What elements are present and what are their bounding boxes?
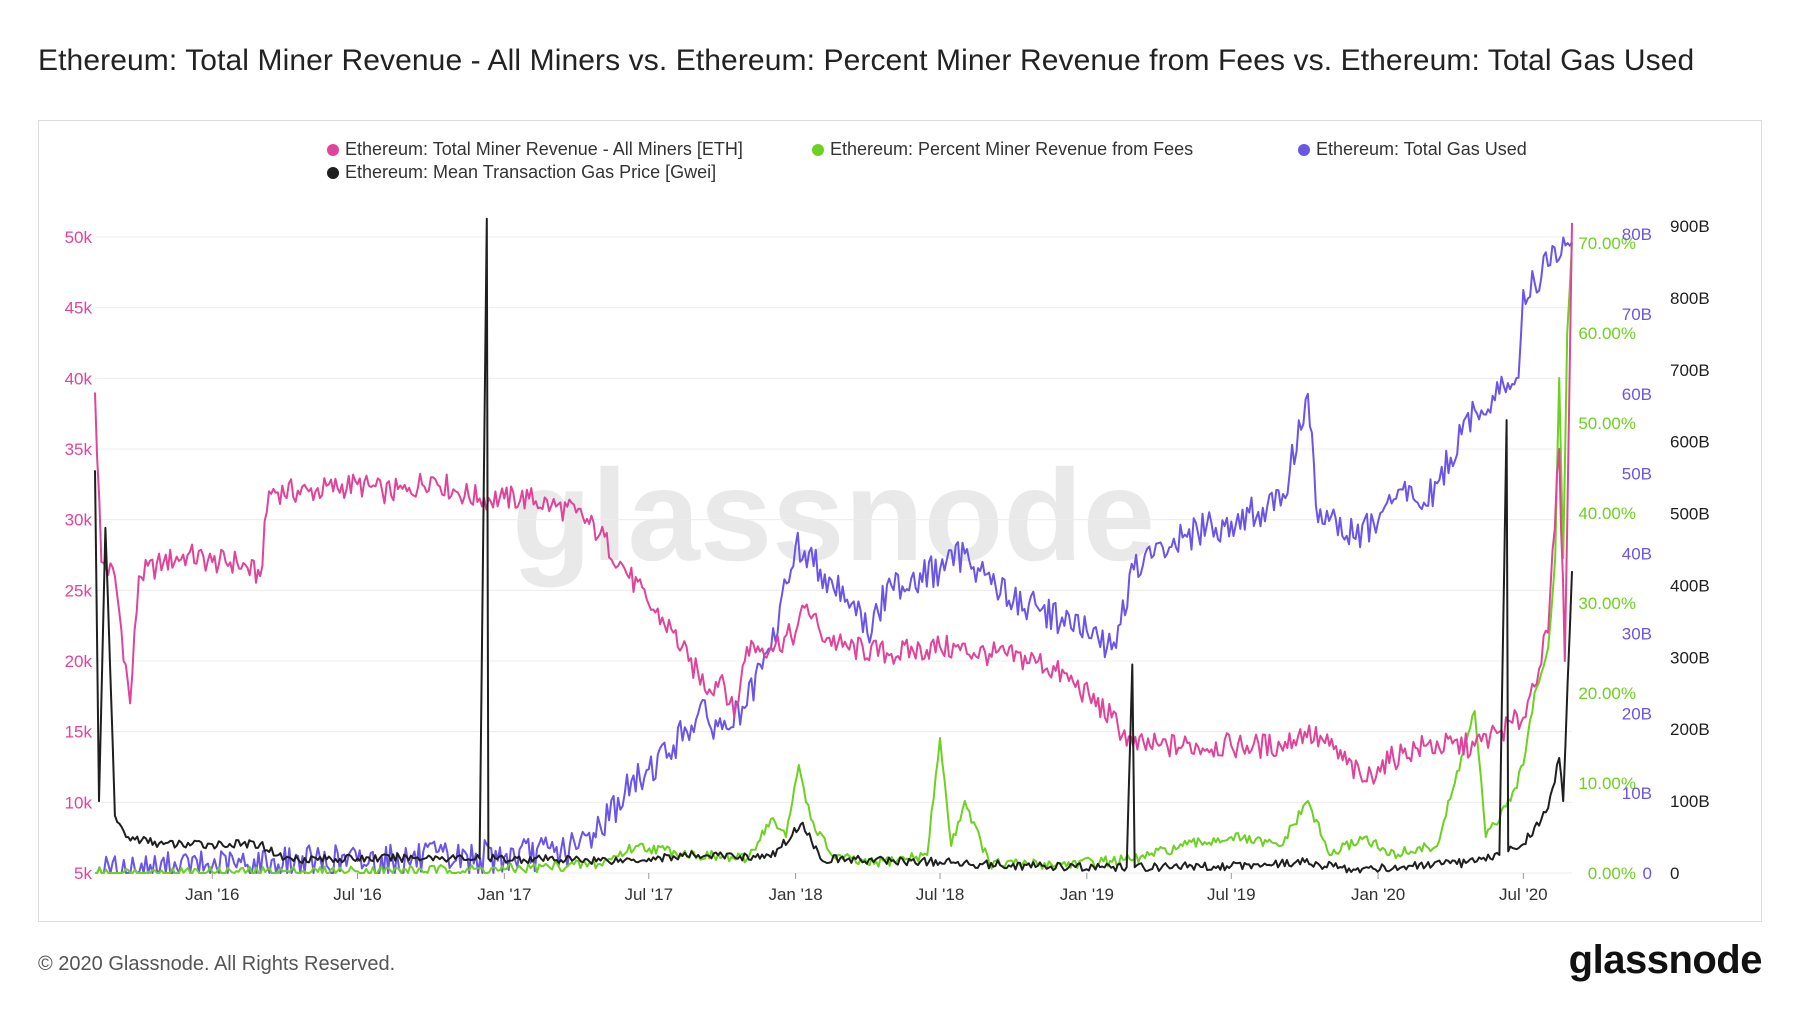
y-tick-label-revenue: 10k (65, 793, 93, 812)
series-line-revenue (94, 222, 1573, 785)
legend-label-gas-used: Ethereum: Total Gas Used (1316, 139, 1527, 159)
x-tick-label: Jan '16 (185, 885, 239, 904)
y-tick-label-gas-used: 60B (1622, 385, 1652, 404)
series-line-gas-price (94, 217, 1573, 874)
y-tick-label-gas-price: 0 (1670, 864, 1679, 883)
y-tick-label-revenue: 5k (74, 864, 92, 883)
legend-item-revenue[interactable]: Ethereum: Total Miner Revenue - All Mine… (327, 139, 743, 160)
watermark-text: glassnode (512, 442, 1155, 588)
y-tick-label-revenue: 35k (65, 440, 93, 459)
legend-label-gas-price: Ethereum: Mean Transaction Gas Price [Gw… (345, 162, 717, 182)
y-tick-label-gas-used: 0 (1643, 864, 1652, 883)
y-tick-label-gas-price: 800B (1670, 289, 1710, 308)
legend-dot-fees (812, 144, 824, 156)
legend-label-fees: Ethereum: Percent Miner Revenue from Fee… (830, 139, 1194, 159)
y-tick-label-gas-used: 50B (1622, 465, 1652, 484)
y-tick-label-gas-price: 400B (1670, 576, 1710, 595)
y-tick-label-fees: 30.00% (1578, 594, 1636, 613)
y-tick-label-gas-price: 500B (1670, 505, 1710, 524)
x-tick-label: Jan '20 (1351, 885, 1405, 904)
y-tick-label-fees: 70.00% (1578, 234, 1636, 253)
y-tick-label-fees: 40.00% (1578, 504, 1636, 523)
x-tick-label: Jul '20 (1499, 885, 1548, 904)
glassnode-logo: glassnode (1568, 938, 1763, 982)
chart-panel (38, 120, 1762, 922)
x-tick-label: Jul '17 (624, 885, 673, 904)
y-tick-label-gas-price: 700B (1670, 361, 1710, 380)
y-tick-label-revenue: 20k (65, 652, 93, 671)
x-tick-label: Jan '19 (1060, 885, 1114, 904)
x-tick-label: Jan '18 (768, 885, 822, 904)
y-tick-label-fees: 50.00% (1578, 414, 1636, 433)
x-tick-label: Jul '16 (333, 885, 382, 904)
legend-item-fees[interactable]: Ethereum: Percent Miner Revenue from Fee… (812, 139, 1193, 160)
y-tick-label-fees: 10.00% (1578, 774, 1636, 793)
y-tick-label-fees: 20.00% (1578, 684, 1636, 703)
y-tick-label-fees: 60.00% (1578, 324, 1636, 343)
y-tick-label-revenue: 50k (65, 228, 93, 247)
y-tick-label-gas-price: 200B (1670, 720, 1710, 739)
y-tick-label-gas-used: 20B (1622, 704, 1652, 723)
y-tick-label-revenue: 40k (65, 369, 93, 388)
x-tick-label: Jul '18 (916, 885, 965, 904)
y-tick-label-gas-used: 10B (1622, 784, 1652, 803)
y-tick-label-revenue: 25k (65, 581, 93, 600)
x-tick-label: Jan '17 (477, 885, 531, 904)
chart-title: Ethereum: Total Miner Revenue - All Mine… (38, 44, 1695, 77)
y-tick-label-gas-used: 40B (1622, 545, 1652, 564)
y-tick-label-revenue: 30k (65, 511, 93, 530)
y-tick-label-gas-price: 600B (1670, 433, 1710, 452)
series-line-gas-used (95, 236, 1573, 874)
legend-dot-gas-used (1298, 144, 1310, 156)
legend-dot-revenue (327, 144, 339, 156)
legend-dot-gas-price (327, 167, 339, 179)
y-tick-label-gas-used: 70B (1622, 305, 1652, 324)
y-tick-label-gas-used: 30B (1622, 624, 1652, 643)
y-tick-label-gas-used: 80B (1622, 225, 1652, 244)
x-tick-label: Jul '19 (1207, 885, 1256, 904)
y-tick-label-gas-price: 300B (1670, 648, 1710, 667)
copyright-text: © 2020 Glassnode. All Rights Reserved. (38, 953, 396, 975)
y-tick-label-fees: 0.00% (1588, 864, 1636, 883)
y-tick-label-revenue: 45k (65, 299, 93, 318)
y-tick-label-gas-price: 100B (1670, 792, 1710, 811)
y-tick-label-gas-price: 900B (1670, 217, 1710, 236)
legend-label-revenue: Ethereum: Total Miner Revenue - All Mine… (345, 139, 743, 159)
legend-item-gas-price[interactable]: Ethereum: Mean Transaction Gas Price [Gw… (327, 162, 716, 183)
y-tick-label-revenue: 15k (65, 723, 93, 742)
legend-item-gas-used[interactable]: Ethereum: Total Gas Used (1298, 139, 1527, 160)
